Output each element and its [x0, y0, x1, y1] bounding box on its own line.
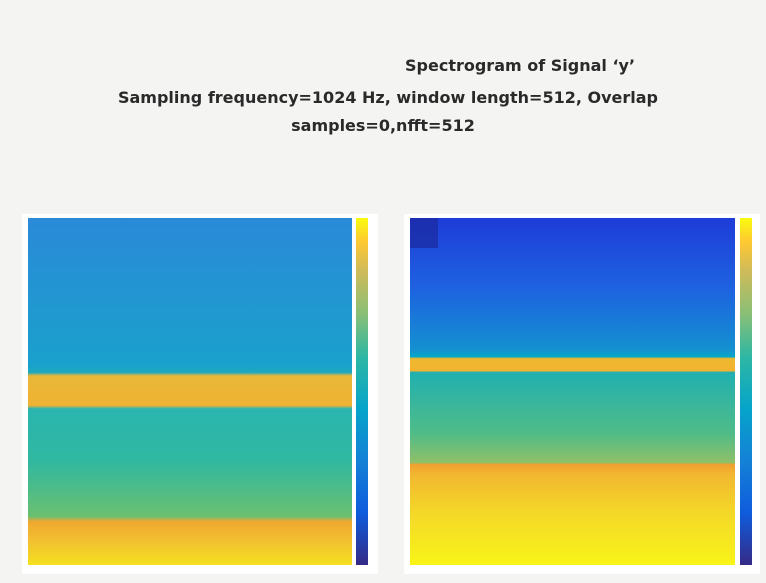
slide-title: Spectrogram of Signal ‘y’ — [405, 56, 636, 75]
spectrogram-image — [410, 218, 735, 565]
spectrogram-image — [28, 218, 352, 565]
subtitle-line: samples=0,nfft=512 — [291, 116, 475, 135]
subtitle-line: Sampling frequency=1024 Hz, window lengt… — [117, 88, 659, 107]
colorbar — [740, 218, 752, 565]
colorbar — [356, 218, 368, 565]
spectrogram-corner — [410, 218, 438, 248]
